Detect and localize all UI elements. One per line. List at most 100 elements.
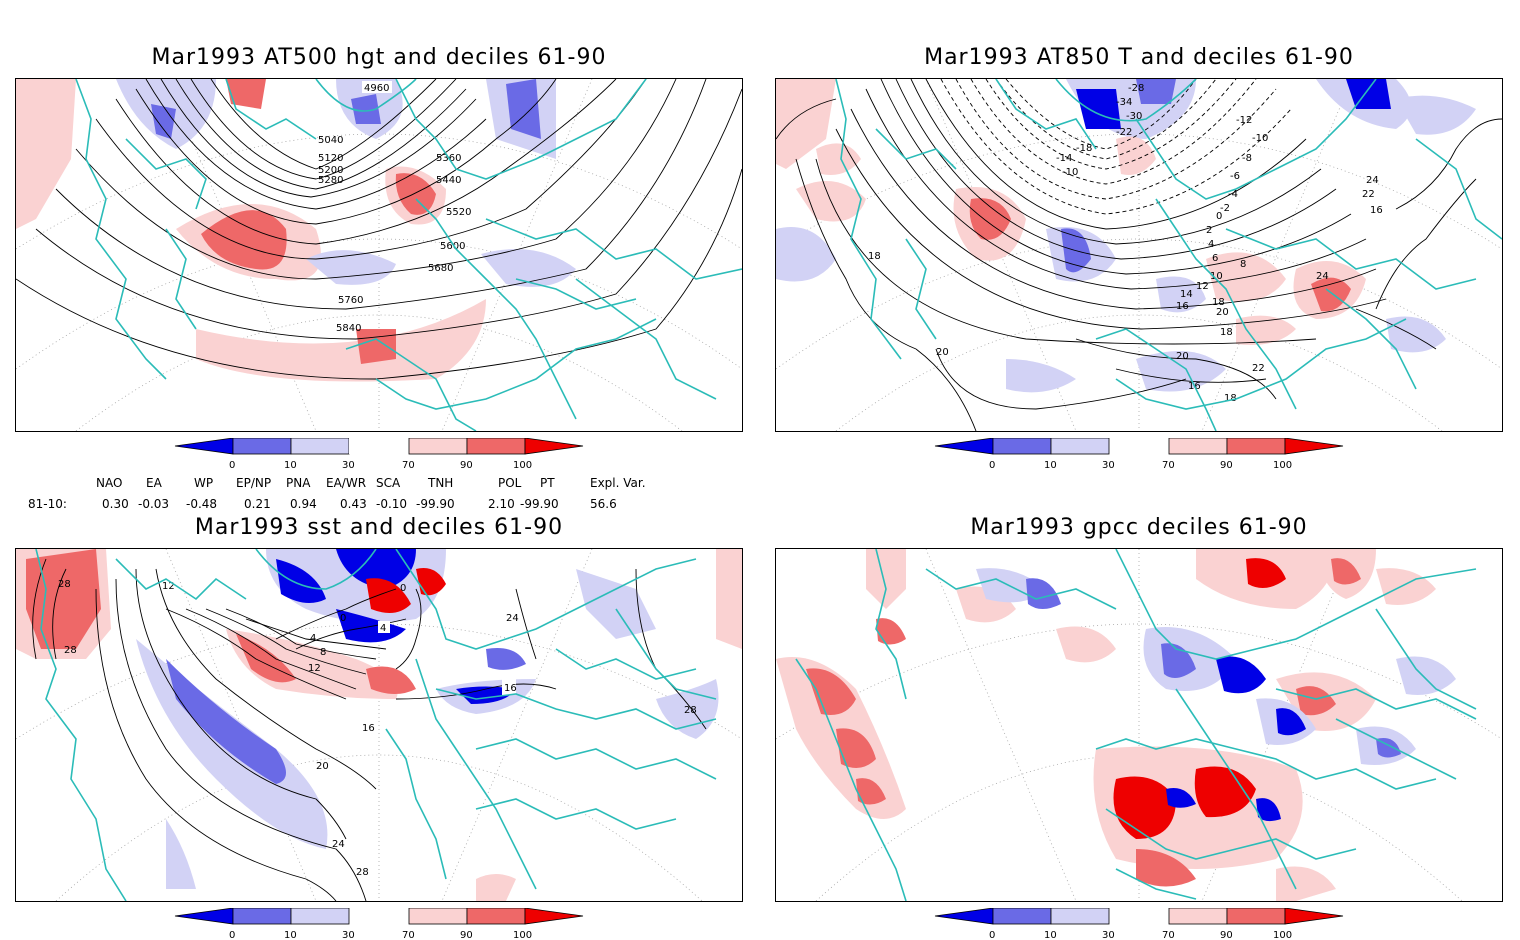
svg-text:22: 22 [1362,189,1375,200]
svg-text:0: 0 [989,460,995,471]
svg-text:70: 70 [402,930,415,940]
svg-text:10: 10 [284,930,297,940]
svg-text:28: 28 [64,645,77,656]
svg-text:30: 30 [1102,460,1115,471]
index-header-pt: PT [540,476,555,490]
index-row-label: 81-10: [28,497,67,511]
svg-text:-6: -6 [1230,171,1240,182]
svg-text:8: 8 [320,647,326,658]
svg-text:10: 10 [1210,271,1223,282]
svg-text:28: 28 [58,579,71,590]
index-header-epnp: EP/NP [236,476,272,490]
svg-text:4: 4 [310,633,316,644]
svg-text:20: 20 [1176,351,1189,362]
svg-text:0: 0 [229,930,235,940]
cbar-seg-4 [408,438,468,455]
index-value-pna: 0.94 [290,497,317,511]
index-value-eawr: 0.43 [340,497,367,511]
svg-text:18: 18 [1224,393,1237,404]
svg-text:90: 90 [1220,930,1233,940]
svg-text:100: 100 [513,930,532,940]
svg-text:5440: 5440 [436,175,461,186]
colorbar-1-svg: 0 10 30 70 90 100 [174,438,584,471]
svg-text:5280: 5280 [318,175,343,186]
decile-shading [16,549,742,901]
svg-text:-28: -28 [1128,83,1144,94]
svg-text:5120: 5120 [318,153,343,164]
coastlines [835,79,1502,431]
panel-title-3: Mar1993 sst and deciles 61-90 [194,515,564,540]
svg-text:90: 90 [1220,460,1233,471]
index-header-pol: POL [498,476,522,490]
panel-title-4: Mar1993 gpcc deciles 61-90 [970,515,1308,540]
svg-text:-10: -10 [1252,133,1268,144]
decile-shading [776,79,1476,393]
index-header-eawr: EA/WR [326,476,367,490]
svg-text:0: 0 [1216,211,1222,222]
svg-text:6: 6 [1212,253,1218,264]
index-value-sca: -0.10 [376,497,408,511]
svg-text:0: 0 [340,613,346,624]
cbar-seg-5 [466,438,526,455]
svg-text:-14: -14 [1056,153,1072,164]
map-panel-hgt500: 4960 5040 5120 5200 5280 5360 5440 5520 … [15,78,743,432]
svg-text:24: 24 [332,839,345,850]
map-panel-t850: -28 -34 -30 -22 -18 -14 -10 -12 -10 -8 -… [775,78,1503,432]
index-header-explvar: Expl. Var. [590,476,646,490]
index-value-explvar: 56.6 [590,497,617,511]
index-value-tnh: -99.90 [416,497,455,511]
svg-text:14: 14 [1180,289,1193,300]
svg-text:0: 0 [400,583,406,594]
svg-text:16: 16 [504,683,517,694]
index-header-nao: NAO [96,476,123,490]
svg-text:24: 24 [1316,271,1329,282]
index-value-pol: 2.10 [488,497,515,511]
svg-text:-34: -34 [1116,97,1132,108]
colorbar-4: 0 10 30 70 90 100 [930,908,1350,940]
svg-text:10: 10 [1044,460,1057,471]
index-value-ea: -0.03 [138,497,170,511]
svg-text:24: 24 [1366,175,1379,186]
svg-text:4: 4 [380,623,386,634]
svg-text:-18: -18 [1076,143,1092,154]
svg-text:70: 70 [1162,930,1175,940]
svg-text:18: 18 [1212,297,1225,308]
svg-text:5840: 5840 [336,323,361,334]
svg-text:16: 16 [362,723,375,734]
index-header-sca: SCA [376,476,401,490]
decile-shading [776,549,1456,901]
svg-text:30: 30 [342,930,355,940]
svg-text:28: 28 [356,867,369,878]
map-gpcc-svg [776,549,1502,901]
panel-title-2: Mar1993 AT850 T and deciles 61-90 [924,45,1354,70]
svg-text:-30: -30 [1126,111,1142,122]
index-value-wp: -0.48 [186,497,218,511]
svg-text:24: 24 [506,613,519,624]
map-hgt500-svg: 4960 5040 5120 5200 5280 5360 5440 5520 … [16,79,742,431]
index-header-pna: PNA [286,476,311,490]
colorbar-2: 0 10 30 70 90 100 [930,438,1350,472]
colorbar-3-svg: 0 10 30 70 90 100 [174,908,584,940]
panel-title-1: Mar1993 AT500 hgt and deciles 61-90 [151,45,607,70]
svg-text:-2: -2 [1220,203,1230,214]
colorbar-2-svg: 0 10 30 70 90 100 [934,438,1344,471]
decile-shading [16,79,576,382]
sst-contours [32,558,707,901]
svg-text:22: 22 [1252,363,1265,374]
svg-text:16: 16 [1370,205,1383,216]
map-panel-sst: 28 28 12 0 0 4 4 8 12 16 20 24 28 16 24 … [15,548,743,902]
cbar-seg-2 [290,438,350,455]
svg-text:5600: 5600 [440,241,465,252]
svg-text:100: 100 [1273,930,1292,940]
polar-grid [776,79,1502,431]
svg-text:70: 70 [402,460,415,471]
svg-text:30: 30 [1102,930,1115,940]
svg-text:4: 4 [1208,239,1214,250]
index-value-epnp: 0.21 [244,497,271,511]
coastlines [795,549,1477,901]
svg-text:10: 10 [1044,930,1057,940]
svg-text:2: 2 [1206,225,1212,236]
height-contours [16,79,742,380]
index-value-pt: -99.90 [520,497,559,511]
colorbar-3: 0 10 30 70 90 100 [170,908,590,940]
